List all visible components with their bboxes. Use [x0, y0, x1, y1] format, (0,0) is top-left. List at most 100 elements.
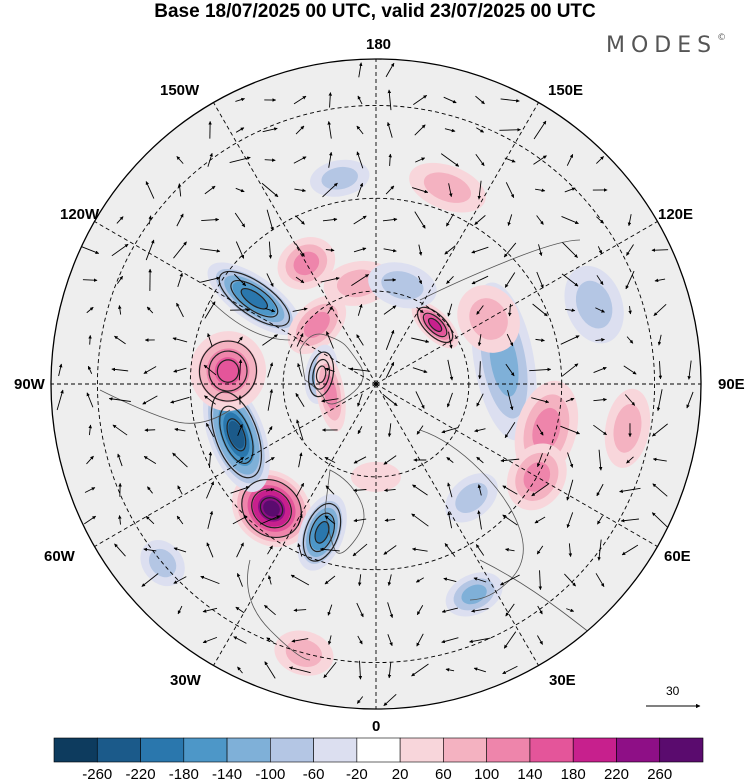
wind-arrow: [560, 335, 580, 345]
wind-arrow: [474, 215, 486, 225]
wind-arrow: [686, 391, 694, 409]
wind-arrow: [473, 667, 487, 673]
wind-vectors: [56, 62, 694, 707]
wind-arrow: [623, 365, 637, 375]
contour-line: [259, 497, 284, 520]
wind-arrow: [295, 276, 305, 284]
meridian-line: [94, 221, 377, 385]
wind-arrow: [627, 214, 632, 227]
contour-line: [210, 391, 263, 479]
wind-arrow: [474, 428, 486, 433]
wind-arrow: [566, 512, 574, 528]
wind-arrow: [595, 573, 605, 587]
wind-arrow: [447, 511, 453, 529]
wind-arrow: [112, 424, 128, 436]
wind-arrow: [387, 89, 392, 111]
wind-arrow: [143, 366, 157, 374]
wind-arrow: [353, 456, 367, 464]
wind-arrow: [444, 128, 456, 133]
wind-arrow: [476, 305, 484, 315]
wind-arrow: [505, 363, 515, 377]
wind-arrow: [383, 248, 397, 253]
wind-arrow: [477, 334, 482, 347]
wind-arrow: [238, 359, 243, 381]
wind-arrow: [235, 241, 245, 259]
wind-arrow: [476, 456, 484, 464]
wind-arrow: [87, 365, 93, 375]
lon-label-90w: 90W: [14, 376, 45, 393]
wind-arrow: [357, 574, 362, 587]
wind-arrow: [500, 574, 520, 586]
contour-line: [198, 340, 258, 402]
wind-arrow: [447, 303, 453, 317]
wind-arrow: [598, 449, 603, 471]
wind-arrow: [202, 607, 218, 613]
wind-arrow: [476, 393, 484, 407]
wind-arrow: [507, 390, 514, 411]
wind-arrow: [142, 395, 158, 405]
wind-arrow: [324, 456, 336, 464]
contour-line: [422, 312, 448, 338]
wind-arrow: [447, 359, 454, 381]
lon-label-90e: 90E: [718, 376, 745, 393]
colorbar-swatch: [96, 737, 141, 763]
anomaly-blob: [285, 639, 323, 668]
meridian-line: [213, 102, 377, 385]
wind-arrow: [565, 308, 576, 313]
wind-arrow: [319, 547, 340, 552]
wind-arrow: [353, 518, 367, 523]
contour-line: [302, 502, 342, 562]
contour-line: [226, 418, 247, 452]
wind-arrow: [297, 363, 303, 377]
wind-arrow: [505, 547, 515, 552]
colorbar-swatch: [270, 737, 314, 763]
anomaly-blob: [263, 500, 280, 517]
meridian-line: [94, 383, 377, 547]
wind-arrow: [446, 392, 453, 408]
wind-arrow: [441, 637, 459, 644]
colorbar-swatch: [616, 737, 661, 763]
wind-arrow: [143, 455, 157, 465]
colorbar-swatch: [53, 737, 98, 763]
wind-arrow: [357, 426, 363, 435]
colorbar-tick-label: 220: [603, 766, 629, 783]
wind-arrow: [448, 183, 453, 198]
wind-arrow: [412, 484, 428, 496]
colorbar-tick-label: -260: [82, 766, 113, 783]
wind-arrow: [471, 608, 489, 613]
wind-arrow: [292, 307, 308, 312]
colorbar-tick-label: 180: [560, 766, 586, 783]
wind-arrow: [383, 305, 397, 315]
wind-arrow: [327, 121, 332, 139]
wind-arrow: [295, 392, 305, 407]
wind-arrow: [237, 666, 243, 674]
wind-arrow: [203, 364, 217, 376]
wind-arrow: [118, 515, 122, 525]
wind-arrow: [415, 157, 426, 163]
wind-arrow: [206, 481, 214, 499]
wind-arrow: [116, 216, 124, 224]
vector-scale-label: 30: [666, 684, 680, 698]
wind-arrow: [114, 543, 126, 557]
wind-arrow: [560, 425, 580, 435]
contour-line: [315, 365, 327, 384]
wind-arrow: [86, 392, 94, 408]
wind-arrow: [446, 213, 454, 227]
wind-arrow: [595, 307, 605, 313]
wind-arrow: [266, 637, 274, 643]
lon-label-30e: 30E: [549, 672, 576, 689]
wind-arrow: [473, 577, 487, 583]
wind-arrow: [387, 634, 393, 647]
wind-arrow: [297, 514, 303, 526]
wind-arrow: [289, 666, 311, 674]
wind-arrow: [628, 305, 632, 315]
wind-arrow: [173, 547, 187, 553]
wind-arrow: [471, 275, 489, 285]
wind-arrow: [500, 458, 520, 463]
wind-arrow: [596, 156, 604, 164]
lon-label-120e: 120E: [658, 206, 694, 223]
anomaly-blob: [293, 251, 320, 276]
wind-arrow: [176, 302, 184, 318]
wind-arrow: [593, 424, 607, 436]
wind-arrow: [358, 62, 363, 78]
